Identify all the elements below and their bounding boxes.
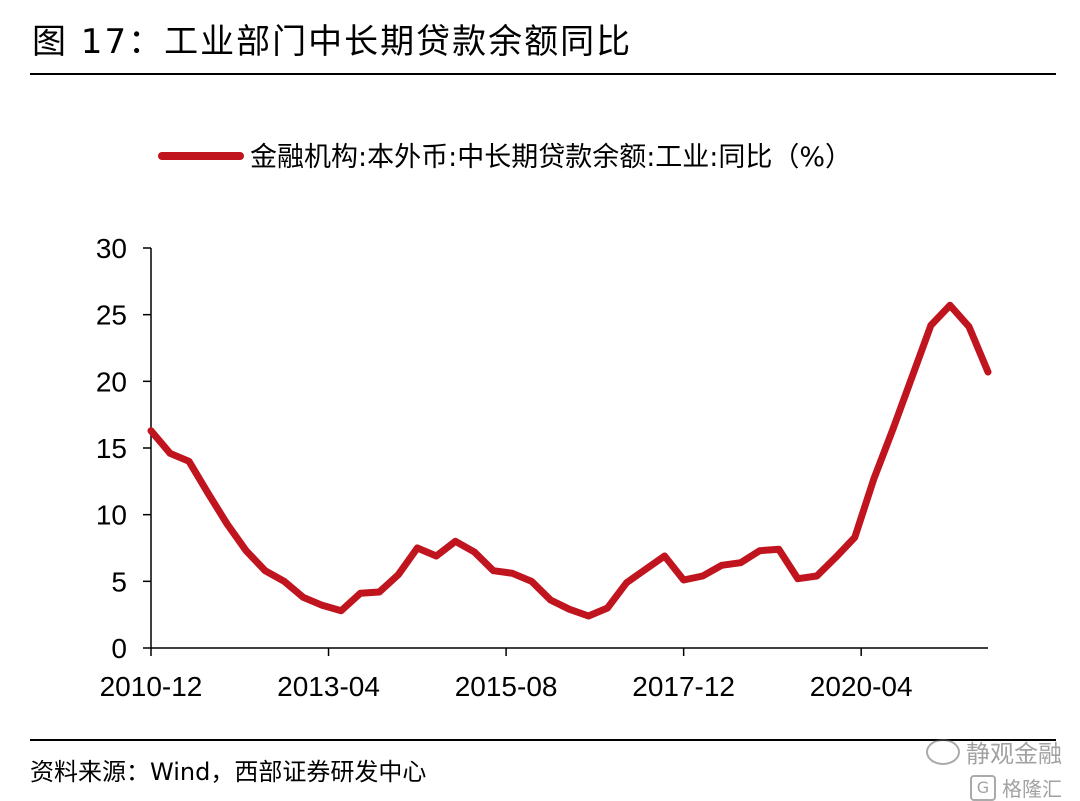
data-point [566,606,573,613]
data-point [946,302,954,309]
data-point [299,594,307,601]
data-point [889,426,897,433]
data-point [261,567,269,574]
data-point [223,520,231,528]
data-point [813,572,820,580]
watermark-bottom-text: 格隆汇 [1002,777,1062,801]
data-point [832,554,840,561]
chart-legend: 金融机构:本外币:中长期贷款余额:工业:同比（%） [158,142,852,173]
series-points [147,302,992,620]
data-point [604,604,611,612]
data-point [490,567,497,574]
x-ticks: 2010-12 2013-04 2015-08 2017-12 2020-04 [100,648,913,702]
data-point [433,552,440,560]
data-point [737,559,744,566]
y-tick-label: 10 [96,500,127,531]
gelonghui-logo-icon: G [970,774,996,801]
title-rule [30,73,1056,75]
data-point [984,368,992,376]
x-tick-label: 2015-08 [455,671,558,702]
data-point [376,588,383,596]
y-ticks: 0 5 10 15 20 25 30 [96,233,151,664]
data-point [908,374,916,381]
data-point [319,602,326,609]
figure-title: 图 17：工业部门中长期贷款余额同比 [32,22,633,62]
data-point [585,612,592,620]
y-tick-label: 15 [96,433,127,464]
data-point [242,547,250,554]
data-point [661,552,668,560]
data-point [870,475,878,482]
data-point [965,323,973,330]
watermark-bottom: G 格隆汇 [970,773,1062,801]
watermark: 静观金融 G 格隆汇 [926,734,1062,801]
data-point [357,590,364,597]
data-point [547,596,554,604]
data-point [699,572,706,580]
legend-label: 金融机构:本外币:中长期贷款余额:工业:同比（%） [250,142,852,173]
series-line [147,301,992,620]
data-point [471,548,478,556]
watermark-top: 静观金融 [926,734,1062,769]
data-point [680,576,687,584]
y-tick-label: 5 [111,566,127,597]
source-note: 资料来源：Wind，西部证券研发中心 [30,758,427,786]
data-point [623,579,630,586]
data-point [528,578,535,585]
x-tick-label: 2010-12 [100,671,203,702]
source-rule [30,739,1056,741]
y-tick-label: 20 [96,366,127,397]
data-point [185,458,193,465]
watermark-top-text: 静观金融 [966,740,1062,768]
x-tick-label: 2013-04 [277,671,380,702]
data-point [756,547,763,554]
y-tick-label: 0 [111,633,127,664]
x-tick-label: 2020-04 [810,671,913,702]
data-point [718,562,725,569]
data-point [927,322,935,329]
data-point [851,534,859,541]
data-point [775,546,782,553]
y-tick-label: 25 [96,300,127,331]
data-point [280,578,288,585]
data-point [414,544,421,552]
y-tick-label: 30 [96,233,127,264]
data-point [452,538,459,545]
x-tick-label: 2017-12 [632,671,735,702]
wechat-icon [926,738,960,765]
data-point [338,607,345,614]
data-point [642,566,649,573]
data-point [794,575,801,582]
data-point [509,570,516,577]
data-point [395,571,402,578]
data-point [166,450,174,457]
data-point [204,490,212,497]
data-point [147,427,155,434]
